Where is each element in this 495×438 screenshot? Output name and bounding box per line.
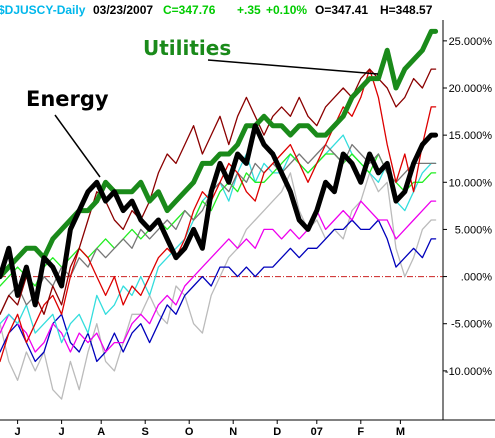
- header-symbol: $DJUSCY-Daily: [0, 3, 86, 17]
- utilities-pointer: [207, 59, 379, 75]
- x-tick-label-3: A: [97, 426, 105, 438]
- y-tick-label-5: 5.000%: [455, 224, 493, 236]
- y-tick-label-3: 15.000%: [449, 130, 493, 142]
- header-bar: $DJUSCY-Daily 03/23/2007 C=347.76 +.35 +…: [0, 3, 433, 17]
- x-tick-label-7: D: [273, 426, 281, 438]
- y-tick-label-8: -10.000%: [445, 366, 492, 378]
- energy-annotation: Energy: [26, 87, 109, 178]
- energy-label: Energy: [26, 87, 109, 111]
- y-tick-label-4: 10.000%: [449, 177, 493, 189]
- header-change: +.35: [237, 3, 261, 17]
- x-tick-label-10: M: [396, 426, 405, 438]
- x-tick-label-1: J: [15, 426, 21, 438]
- y-tick-label-7: -5.000%: [451, 319, 492, 331]
- header-high: H=348.57: [380, 3, 433, 17]
- series-line-1: [0, 172, 437, 400]
- series-line-8: [0, 68, 437, 315]
- header-close: C=347.76: [163, 3, 216, 17]
- series-line-9: [0, 28, 439, 280]
- utilities-label: Utilities: [143, 36, 231, 60]
- x-tick-label-5: O: [185, 426, 194, 438]
- series-line-10: [0, 123, 439, 308]
- x-tick-label-2: J: [59, 426, 65, 438]
- y-tick-label-2: 20.000%: [449, 83, 493, 95]
- x-tick-label-4: S: [142, 426, 149, 438]
- header-date: 03/23/2007: [93, 3, 153, 17]
- x-tick-label-9: F: [357, 426, 364, 438]
- x-tick-group: J J A S O N D 07 F M: [15, 420, 405, 438]
- series-line-3: [0, 200, 437, 353]
- x-tick-label-6: N: [229, 426, 237, 438]
- header-open: O=347.41: [315, 3, 368, 17]
- y-tick-label-1: 25.000%: [449, 36, 493, 48]
- y-tick-label-6: .000%: [461, 272, 492, 284]
- x-tick-label-8: 07: [311, 426, 323, 438]
- axis-group: [0, 20, 495, 421]
- energy-pointer: [54, 114, 101, 178]
- utilities-annotation: Utilities: [143, 36, 379, 75]
- series-group: [0, 28, 439, 400]
- y-tick-group: 25.000% 20.000% 15.000% 10.000% 5.000% .000% -…: [443, 36, 492, 378]
- header-pct-change: +0.10%: [266, 3, 307, 17]
